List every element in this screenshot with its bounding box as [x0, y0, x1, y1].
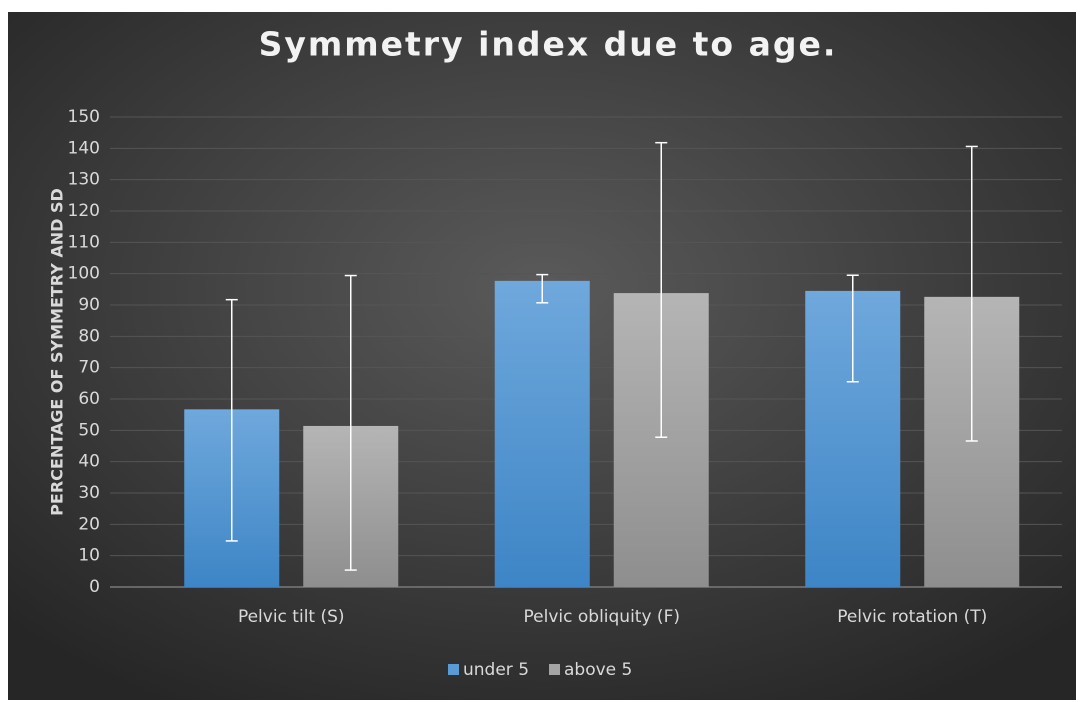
y-tick-label: 40 [78, 452, 100, 472]
legend-label: above 5 [564, 660, 632, 680]
x-tick-label: Pelvic obliquity (F) [524, 607, 680, 627]
y-tick-label: 130 [68, 170, 100, 190]
chart-title: Symmetry index due to age. [259, 25, 838, 64]
x-tick-label: Pelvic tilt (S) [238, 607, 345, 627]
y-tick-label: 50 [78, 420, 100, 440]
legend-label: under 5 [463, 660, 529, 680]
y-tick-label: 120 [68, 201, 100, 221]
legend-swatch [448, 664, 459, 675]
y-tick-label: 20 [78, 514, 100, 534]
legend-swatch [549, 664, 561, 675]
y-tick-label: 30 [78, 483, 100, 503]
y-tick-label: 100 [68, 264, 100, 284]
y-tick-label: 60 [78, 389, 100, 409]
y-tick-label: 10 [78, 546, 100, 566]
y-tick-label: 140 [68, 138, 100, 158]
x-tick-label: Pelvic rotation (T) [837, 607, 987, 627]
y-tick-label: 70 [78, 358, 100, 378]
y-axis-label: PERCENTAGE OF SYMMETRY AND SD [48, 188, 67, 516]
y-tick-label: 80 [78, 326, 100, 346]
y-tick-label: 110 [68, 232, 100, 252]
bar [494, 280, 590, 587]
y-tick-label: 150 [68, 107, 100, 127]
y-tick-label: 90 [78, 295, 100, 315]
y-tick-label: 0 [89, 577, 100, 597]
